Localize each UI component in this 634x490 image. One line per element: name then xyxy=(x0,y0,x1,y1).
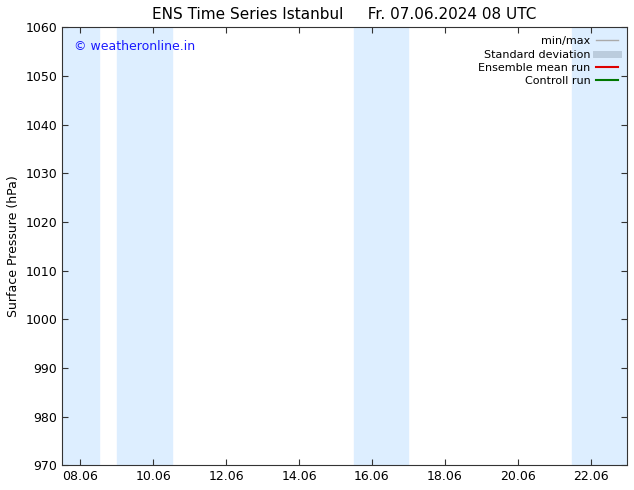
Bar xyxy=(62,27,99,465)
Bar xyxy=(573,27,627,465)
Text: © weatheronline.in: © weatheronline.in xyxy=(74,40,195,53)
Y-axis label: Surface Pressure (hPa): Surface Pressure (hPa) xyxy=(7,175,20,317)
Bar xyxy=(117,27,172,465)
Bar xyxy=(354,27,408,465)
Legend: min/max, Standard deviation, Ensemble mean run, Controll run: min/max, Standard deviation, Ensemble me… xyxy=(475,33,621,90)
Title: ENS Time Series Istanbul     Fr. 07.06.2024 08 UTC: ENS Time Series Istanbul Fr. 07.06.2024 … xyxy=(152,7,537,22)
